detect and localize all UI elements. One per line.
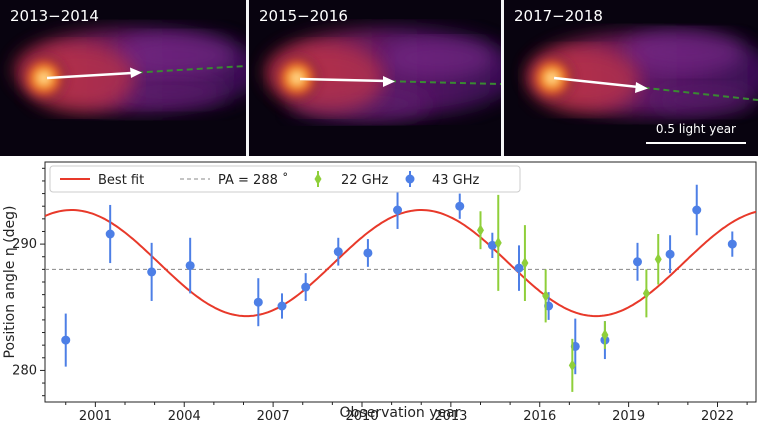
data-point-22ghz xyxy=(521,257,529,270)
data-point-43ghz xyxy=(665,249,675,259)
data-point-43ghz xyxy=(692,205,702,215)
jet-direction-arrow xyxy=(46,71,133,80)
x-tick-label: 2022 xyxy=(701,409,734,424)
image-panel-2013-2014: 2013−2014 xyxy=(0,0,246,156)
x-axis-label: Observation year xyxy=(340,405,461,421)
x-tick-label: 2004 xyxy=(168,409,201,424)
legend: Best fit PA = 288 ˚ 22 GHz 43 GHz xyxy=(49,165,521,193)
data-point-43ghz xyxy=(727,239,737,249)
position-angle-chart: 2001 2004 2007 2010 2013 2016 2019 2022 280 290 B… xyxy=(0,156,758,428)
y-axis-label: Position angle η (deg) xyxy=(2,206,18,359)
legend-43ghz-swatch xyxy=(405,171,415,187)
jet-direction-overlay xyxy=(299,76,501,87)
data-point-22ghz xyxy=(476,224,484,237)
data-point-22ghz xyxy=(654,253,662,266)
x-tick-label: 2007 xyxy=(257,409,290,424)
legend-diamond-marker xyxy=(314,173,322,185)
image-panel-2017-2018: 2017−2018 0.5 light year xyxy=(504,0,758,156)
jet-direction-arrow xyxy=(553,76,639,89)
data-point-22ghz xyxy=(494,236,502,249)
data-point-43ghz xyxy=(277,301,287,311)
data-point-43ghz xyxy=(253,297,263,307)
data-point-22ghz xyxy=(568,359,576,372)
arrow-head-icon xyxy=(383,76,395,87)
jet-direction-overlay xyxy=(46,65,246,80)
data-point-43ghz xyxy=(455,201,465,211)
legend-circle-marker xyxy=(405,174,415,184)
data-point-43ghz xyxy=(61,335,71,345)
x-tick-label: 2013 xyxy=(434,409,467,424)
jet-direction-overlay xyxy=(553,76,758,101)
data-point-43ghz xyxy=(185,261,195,271)
data-point-22ghz xyxy=(642,287,650,300)
jet-image xyxy=(504,0,758,156)
arrow-head-icon xyxy=(635,82,648,93)
data-point-43ghz xyxy=(514,263,524,273)
y-tick-label: 280 xyxy=(12,363,37,378)
jet-image xyxy=(249,0,501,156)
data-point-43ghz xyxy=(301,282,311,292)
panel-period-label: 2015−2016 xyxy=(259,7,348,25)
legend-fit-label: Best fit xyxy=(98,173,144,188)
data-point-43ghz xyxy=(105,229,115,239)
arrow-head-icon xyxy=(130,67,142,78)
legend-22ghz-label: 22 GHz xyxy=(341,173,389,188)
scale-bar xyxy=(646,142,746,144)
data-point-43ghz xyxy=(333,247,343,257)
data-point-43ghz xyxy=(147,267,157,277)
image-panel-2015-2016: 2015−2016 xyxy=(249,0,501,156)
legend-22ghz-swatch xyxy=(314,171,322,187)
x-tick-label: 2001 xyxy=(79,409,112,424)
legend-box xyxy=(49,165,521,193)
scale-bar-label: 0.5 light year xyxy=(655,122,736,136)
data-point-43ghz xyxy=(633,257,642,267)
y-tick-label: 290 xyxy=(12,237,37,252)
data-point-22ghz xyxy=(601,329,609,342)
x-tick-label: 2019 xyxy=(612,409,645,424)
data-point-22ghz xyxy=(542,289,550,302)
panel-period-label: 2013−2014 xyxy=(10,7,99,25)
data-points xyxy=(61,184,737,392)
legend-43ghz-label: 43 GHz xyxy=(432,173,480,188)
legend-pa-label: PA = 288 ˚ xyxy=(218,172,289,188)
panel-period-label: 2017−2018 xyxy=(514,7,603,25)
best-fit-curve xyxy=(45,209,756,318)
jet-direction-arrow xyxy=(299,77,386,83)
x-tick-label: 2010 xyxy=(345,409,378,424)
data-point-43ghz xyxy=(363,248,373,258)
x-tick-label: 2016 xyxy=(523,409,556,424)
data-point-43ghz xyxy=(393,205,403,215)
data-point-43ghz xyxy=(487,240,497,250)
axis-ticks: 2001 2004 2007 2010 2013 2016 2019 2022 280 290 xyxy=(12,167,748,424)
